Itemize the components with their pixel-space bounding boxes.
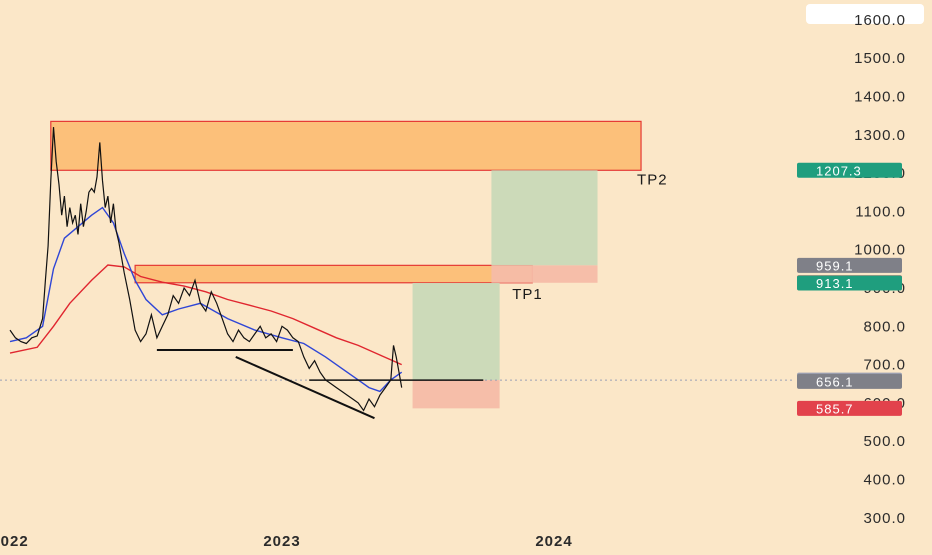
x-tick-label: 2023 (263, 533, 300, 550)
y-tick-label: 400.0 (863, 471, 906, 488)
moving-average-blue-line (9, 206, 403, 393)
tp1-label: TP1 (512, 286, 543, 303)
y-tick-label: 1300.0 (854, 127, 906, 144)
price-line (9, 127, 403, 412)
moving-average-red-line (9, 264, 402, 366)
y-tick-label: 800.0 (863, 318, 906, 335)
price-tag-585-7 (797, 400, 902, 416)
price-tag-1207-3 (797, 162, 902, 178)
price-tag-656-1 (797, 373, 902, 389)
price-tag-text: 1207.3 (816, 163, 862, 178)
y-tick-label: 1400.0 (854, 88, 906, 105)
x-tick-label: 2022 (0, 533, 29, 550)
price-tag-959-1 (797, 257, 902, 273)
y-tick-label: 700.0 (863, 357, 906, 374)
y-tick-label: 1600.0 (854, 12, 906, 29)
y-tick-label: 500.0 (863, 433, 906, 450)
descending-trendline (235, 356, 375, 420)
y-tick-label: 300.0 (863, 510, 906, 527)
supply-zone-upper (50, 120, 642, 171)
position-1-profit-zone (412, 282, 500, 381)
tp2-label: TP2 (637, 171, 668, 188)
y-tick-label: 1000.0 (854, 242, 906, 259)
x-tick-label: 2024 (535, 533, 572, 550)
position-2-stop-zone (491, 265, 598, 283)
price-tag-text: 656.1 (816, 374, 854, 389)
y-tick-label: 1100.0 (855, 203, 906, 220)
top-price-box (806, 4, 924, 24)
price-tag-text: 959.1 (816, 258, 854, 273)
price-tag-text: 585.7 (816, 401, 854, 416)
y-tick-label: 1500.0 (854, 50, 906, 67)
price-tag-913-1 (797, 275, 902, 291)
position-1-stop-zone (412, 380, 500, 409)
price-tag-text: 913.1 (816, 276, 854, 291)
position-2-profit-zone (491, 170, 598, 266)
